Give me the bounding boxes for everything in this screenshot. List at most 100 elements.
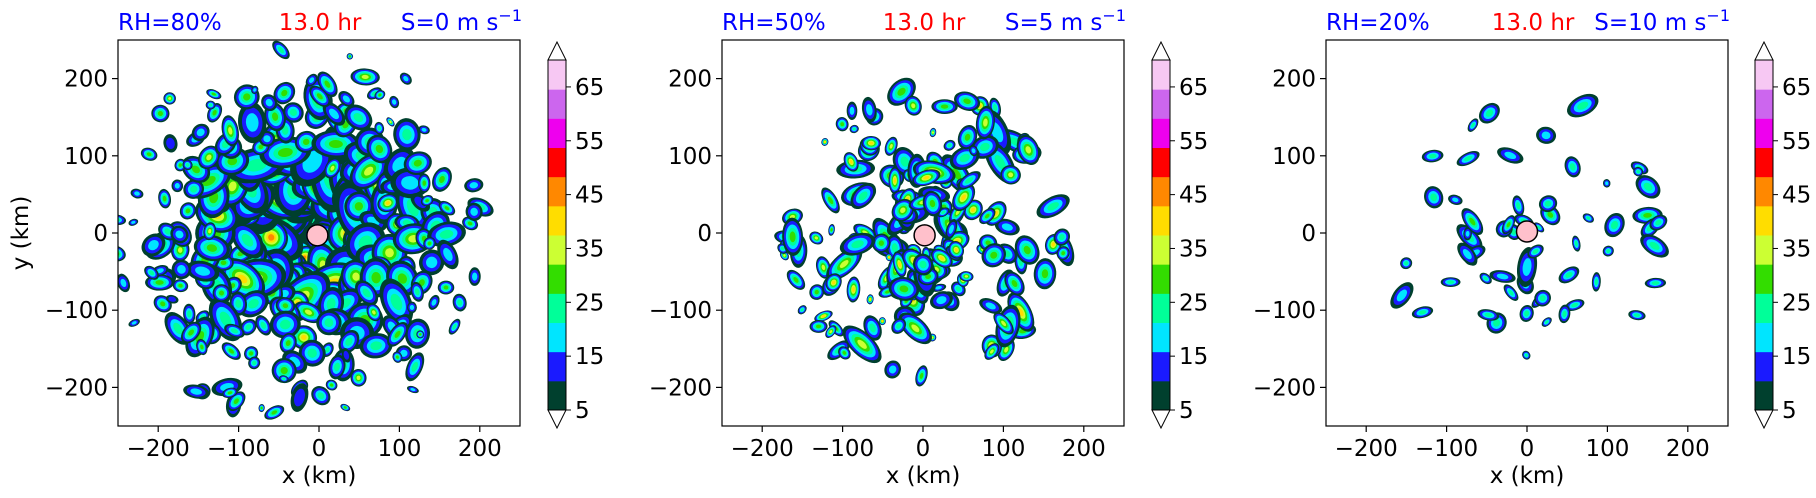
convective-cell (1489, 270, 1516, 283)
convective-cell (989, 97, 1001, 118)
x-axis-label: x (km) (886, 463, 961, 489)
convective-cell (212, 284, 231, 302)
colorbar-segment (1755, 60, 1773, 90)
convective-cell (221, 342, 241, 360)
convective-cell (355, 280, 379, 306)
convective-cell (203, 222, 217, 241)
y-tick-label: −100 (1253, 298, 1316, 324)
colorbar-segment (1152, 293, 1170, 323)
convective-cell (452, 293, 467, 312)
convective-cell (1477, 309, 1500, 321)
convective-cell (885, 253, 893, 262)
convective-cell (1016, 134, 1040, 165)
convective-cell (887, 77, 916, 106)
y-axis-label: y (km) (8, 196, 34, 271)
convective-cell (981, 243, 1006, 268)
y-tick-label: 0 (697, 221, 712, 247)
y-tick-label: 100 (1272, 144, 1316, 170)
convective-cell (416, 330, 425, 339)
convective-cell (782, 217, 804, 256)
convective-cell (861, 96, 877, 123)
convective-cell (861, 135, 882, 151)
y-tick-label: 200 (64, 67, 108, 93)
convective-cell (294, 130, 318, 153)
convective-cell (264, 405, 285, 420)
x-tick-label: 200 (458, 436, 502, 462)
colorbar-segment (1152, 60, 1170, 90)
convective-cell (1564, 156, 1581, 178)
convective-cell (1635, 175, 1661, 199)
title-rh: RH=50% (722, 10, 826, 36)
x-tick-label: −100 (811, 436, 874, 462)
colorbar-tick-label: 65 (575, 75, 604, 101)
convective-cell (311, 386, 331, 406)
convective-cell (316, 310, 342, 336)
convective-cell (179, 202, 197, 220)
convective-cell (959, 271, 974, 282)
colorbar: 5 15 25 35 45 55 65 (1754, 40, 1811, 430)
convective-cell (948, 241, 964, 259)
colorbar-tick-label: 45 (575, 183, 604, 209)
convective-cell (1512, 195, 1525, 217)
convective-cell (891, 198, 914, 222)
colorbar-segment (548, 264, 566, 294)
convective-cell (377, 193, 399, 213)
convective-cell (151, 104, 170, 123)
colorbar-segment (1152, 89, 1170, 119)
convective-cell (1501, 215, 1516, 235)
convective-cell (1424, 186, 1444, 209)
storm-center-marker (1515, 220, 1539, 243)
convective-cell (929, 127, 937, 138)
convective-cell (403, 151, 432, 176)
y-tick-label: 0 (1301, 221, 1316, 247)
colorbar-segment (1755, 205, 1773, 236)
convective-cell (912, 169, 941, 187)
y-tick-label: −200 (45, 375, 108, 401)
colorbar-tick-label: 5 (1782, 398, 1797, 424)
colorbar: 5 15 25 35 45 55 65 (547, 40, 604, 430)
convective-cell (198, 145, 220, 170)
convective-cell (1467, 118, 1479, 132)
storm-center-marker (913, 224, 936, 247)
convective-cell (828, 223, 835, 236)
convective-cell (221, 115, 239, 147)
colorbar-tick-label: 35 (575, 236, 604, 262)
colorbar-extend-low (547, 409, 567, 430)
x-tick-label: 0 (312, 436, 327, 462)
convective-cell (322, 102, 346, 126)
convective-cell (258, 403, 265, 413)
convective-cell (809, 231, 824, 245)
convective-cell (386, 117, 395, 127)
convective-cell (340, 403, 351, 412)
convective-cell (279, 375, 289, 383)
convective-cell (275, 297, 296, 315)
panel-2: −200 −100 0 100 200 −200 −100 0 100 200 x (km) RH=5… (649, 6, 1208, 489)
convective-cell (850, 182, 876, 210)
title-shear: S=0 m s−1 (401, 6, 522, 36)
colorbar-tick-label: 25 (575, 290, 604, 316)
convective-cell (399, 72, 412, 85)
x-tick-label: 100 (1585, 436, 1629, 462)
x-tick-label: −100 (207, 436, 270, 462)
convective-cell (825, 325, 837, 338)
convective-cell (379, 278, 414, 326)
x-tick-label: 200 (1062, 436, 1106, 462)
convective-cell (957, 125, 978, 150)
convective-cell (952, 183, 976, 212)
convective-cell (305, 73, 318, 87)
convective-cell (366, 303, 382, 322)
colorbar-segment (1755, 147, 1773, 178)
convective-cell (1478, 102, 1500, 124)
colorbar-segment (1152, 322, 1170, 353)
convective-cell (238, 101, 267, 144)
colorbar-segment (548, 205, 566, 236)
colorbar-segment (548, 322, 566, 353)
y-tick-label: −200 (649, 375, 712, 401)
colorbar-extend-high (1151, 40, 1171, 61)
convective-cell (130, 188, 144, 199)
colorbar-segment (1152, 176, 1170, 207)
convective-cell (943, 139, 956, 151)
convective-cell (1036, 194, 1070, 219)
convective-cell (205, 100, 216, 110)
convective-cell (423, 236, 436, 250)
